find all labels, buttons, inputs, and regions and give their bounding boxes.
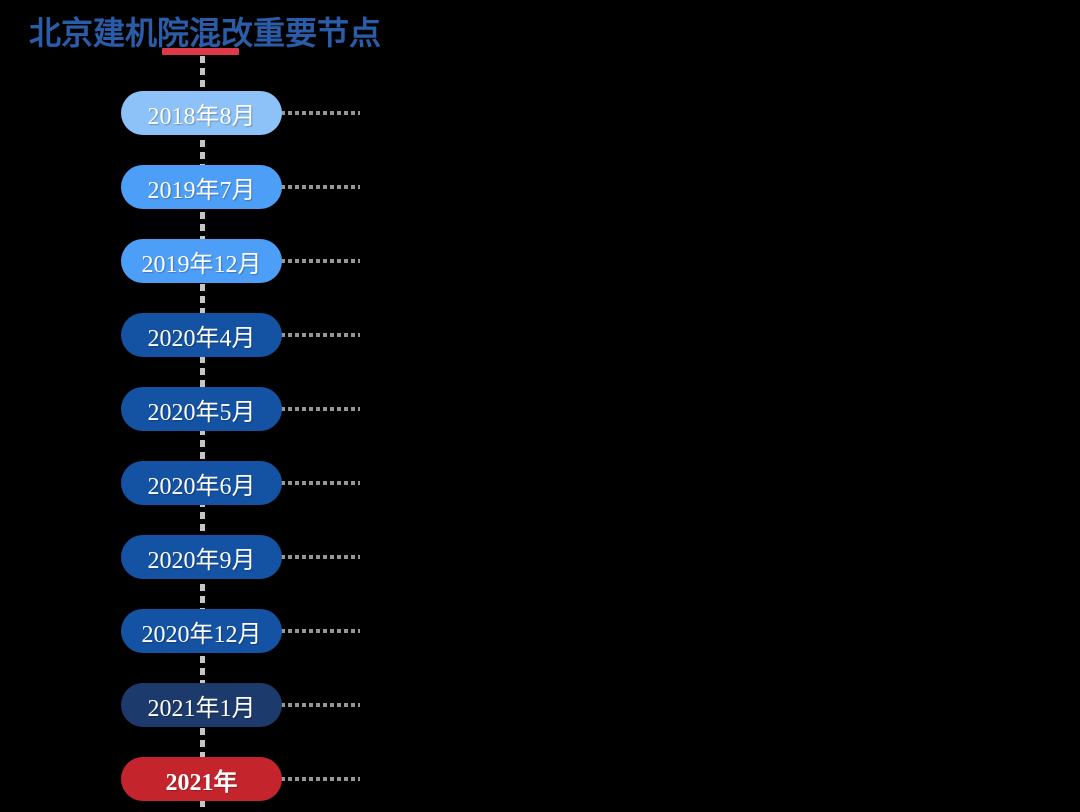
date-pill: 2021年: [121, 757, 282, 801]
connector-line: [281, 185, 360, 189]
timeline-item: 2020年12月: [0, 609, 1080, 653]
page-title: 北京建机院混改重要节点: [29, 15, 382, 51]
connector-line: [281, 407, 360, 411]
connector-line: [281, 555, 360, 559]
date-pill: 2020年9月: [121, 535, 282, 579]
date-pill: 2019年7月: [121, 165, 282, 209]
connector-line: [281, 481, 360, 485]
timeline-item: 2018年8月: [0, 91, 1080, 135]
timeline-item: 2020年4月: [0, 313, 1080, 357]
timeline-axis: [200, 56, 205, 812]
pill-label: 2020年4月: [147, 325, 256, 352]
connector-line: [281, 259, 360, 263]
pill-label: 2019年12月: [141, 251, 262, 278]
connector-line: [281, 777, 360, 781]
date-pill: 2021年1月: [121, 683, 282, 727]
pill-label: 2020年5月: [147, 399, 256, 426]
timeline-item: 2019年12月: [0, 239, 1080, 283]
date-pill: 2018年8月: [121, 91, 282, 135]
pill-label: 2021年1月: [147, 695, 256, 722]
connector-line: [281, 111, 360, 115]
connector-line: [281, 703, 360, 707]
timeline-items: 2018年8月 2019年7月 2019年12月 2020年4月 2020年5月: [0, 91, 1080, 812]
timeline-item: 2020年6月: [0, 461, 1080, 505]
connector-line: [281, 333, 360, 337]
date-pill: 2019年12月: [121, 239, 282, 283]
pill-label: 2019年7月: [147, 177, 256, 204]
timeline-item: 2020年9月: [0, 535, 1080, 579]
pill-label: 2020年12月: [141, 621, 262, 648]
timeline-item: 2021年: [0, 757, 1080, 801]
date-pill: 2020年5月: [121, 387, 282, 431]
timeline-item: 2021年1月: [0, 683, 1080, 727]
timeline-item: 2020年5月: [0, 387, 1080, 431]
date-pill: 2020年6月: [121, 461, 282, 505]
timeline-item: 2019年7月: [0, 165, 1080, 209]
pill-label: 2020年6月: [147, 473, 256, 500]
date-pill: 2020年12月: [121, 609, 282, 653]
connector-line: [281, 629, 360, 633]
pill-label: 2020年9月: [147, 547, 256, 574]
title-underline: [162, 48, 239, 55]
pill-label: 2018年8月: [147, 103, 256, 130]
pill-label: 2021年: [165, 769, 238, 796]
date-pill: 2020年4月: [121, 313, 282, 357]
